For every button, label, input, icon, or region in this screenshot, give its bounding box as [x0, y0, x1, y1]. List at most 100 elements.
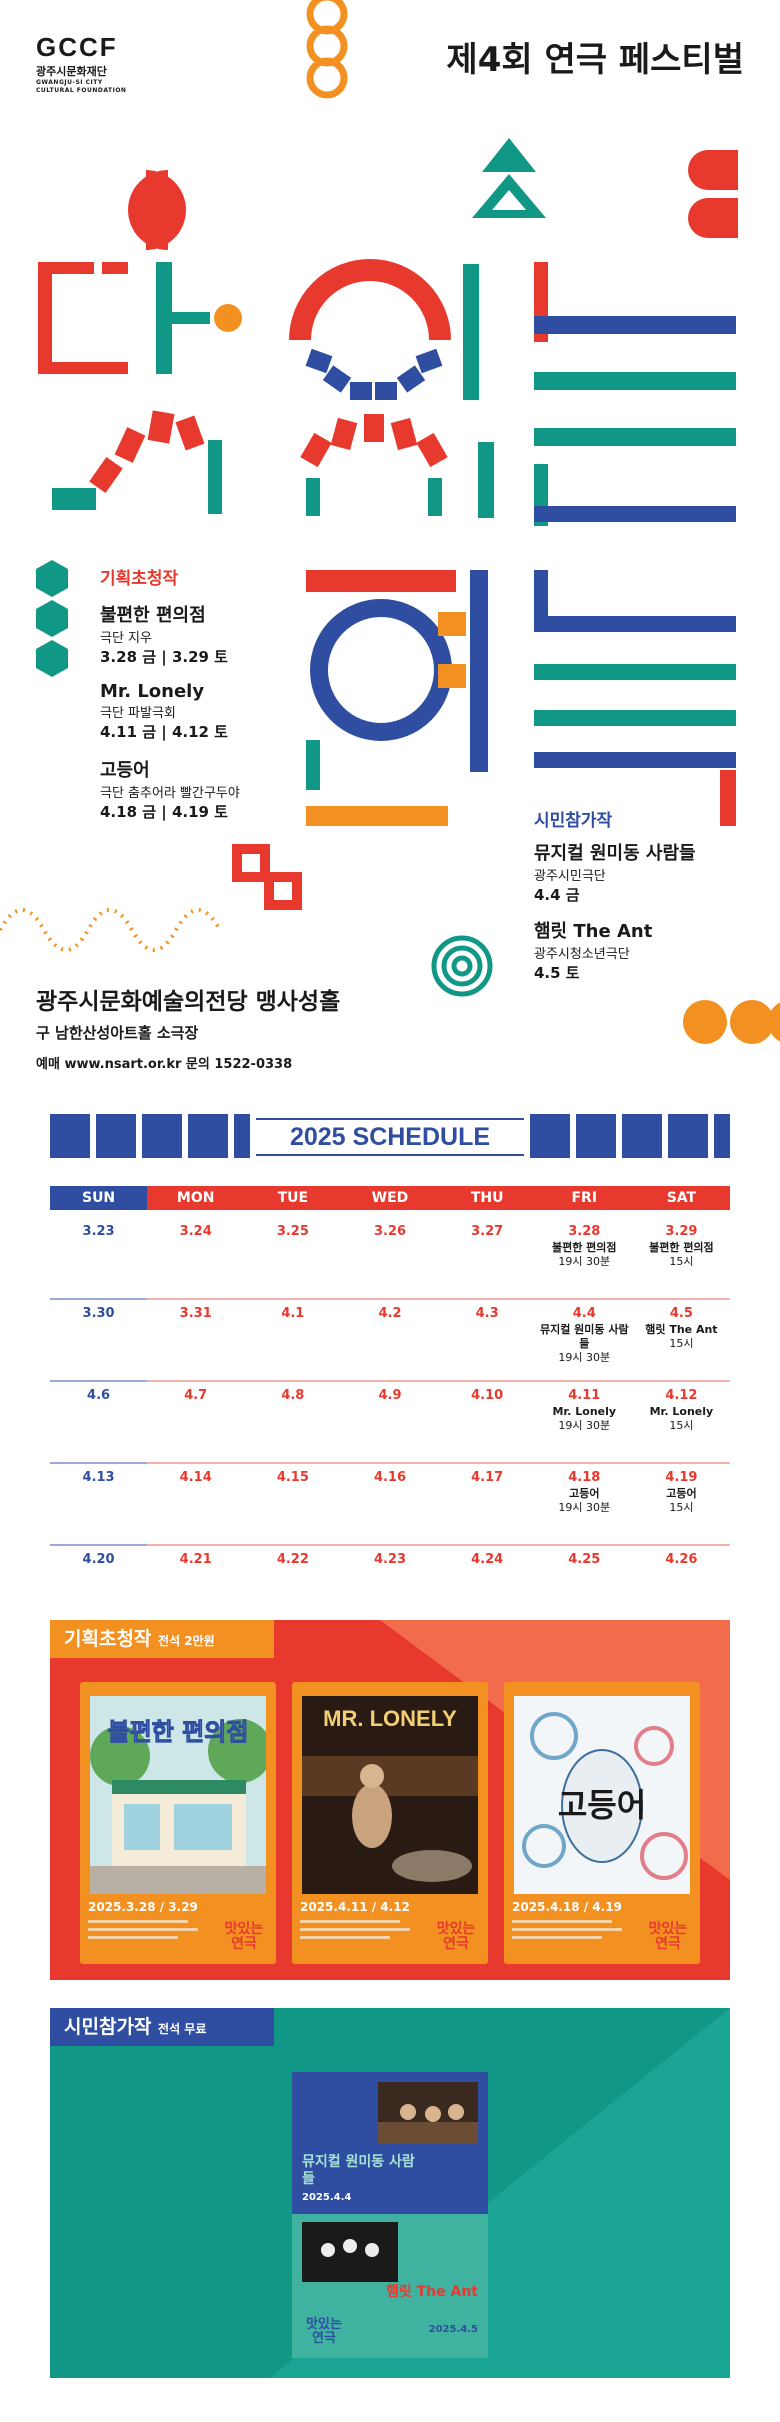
venue-sub: 구 남한산성아트홀 소극장: [36, 1024, 199, 1042]
calendar-day-cell: 4.4 뮤지컬 원미동 사람들 19시 30분: [535, 1298, 633, 1380]
poster-musical: 뮤지컬 원미동 사람들 2025.4.4: [292, 2072, 488, 2214]
poster-art: 고등어: [514, 1696, 690, 1894]
schedule-header: 2025 SCHEDULE: [50, 1114, 730, 1158]
calendar-date: 3.30: [82, 1306, 115, 1321]
calendar-event-title: 불편한 편의점: [649, 1241, 714, 1254]
poster-convenience-store[interactable]: 불편한 편의점 2025.3.28 / 3.29 맛있는 연극: [80, 1682, 276, 1964]
festival-title-artwork: [0, 0, 780, 1044]
poster-text-line: [88, 1920, 188, 1923]
calendar-date: 3.25: [276, 1224, 309, 1239]
poster-art-title: 고등어: [558, 1786, 646, 1824]
calendar-day-cell: 4.18 고등어 19시 30분: [535, 1462, 633, 1544]
calendar-day-cell: 4.1: [244, 1298, 342, 1380]
poster-text-line: [512, 1920, 612, 1923]
calendar-event-time: 15시: [669, 1419, 694, 1432]
show-title: 불편한 편의점: [100, 605, 206, 626]
calendar-day-cell: 3.26: [341, 1216, 438, 1298]
poster-text-line: [300, 1936, 390, 1939]
schedule-calendar: SUN MON TUE WED THU FRI SAT 3.23 3.24 3.25 3.26 3.…: [50, 1186, 730, 1626]
logo-en-line-1: GWANGJU-SI CITY: [36, 79, 103, 86]
poster-citizen-combined[interactable]: 뮤지컬 원미동 사람들 2025.4.4 햄릿 The Ant 2025.4.5…: [292, 2072, 488, 2358]
teal-hexagons: [36, 560, 68, 677]
show-title: 고등어: [100, 760, 150, 781]
calendar-date: 4.1: [281, 1306, 305, 1321]
page-title: 제4회 연극 페스티벌: [446, 40, 744, 80]
poster-mackerel[interactable]: 고등어 2025.4.18 / 4.19 맛있는 연극: [504, 1682, 700, 1964]
calendar-day-cell: 3.24: [147, 1216, 244, 1298]
poster-date: 2025.4.5: [428, 2324, 478, 2335]
logo-name: 광주시문화재단: [36, 65, 107, 78]
calendar-day-headers: SUN MON TUE WED THU FRI SAT: [50, 1186, 730, 1210]
show-title: Mr. Lonely: [100, 681, 205, 702]
calendar-date: 3.29: [665, 1224, 698, 1239]
calendar-day-cell: 3.28 불편한 편의점 19시 30분: [536, 1216, 633, 1298]
calendar-day-cell: 4.8: [244, 1380, 342, 1462]
calendar-date: 4.18: [568, 1470, 601, 1485]
red-square-pieces: [232, 844, 302, 910]
calendar-event-time: 19시 30분: [558, 1351, 611, 1364]
glyph-middle: [289, 259, 494, 518]
poster-title: 뮤지컬 원미동 사람들: [302, 2154, 415, 2187]
teal-triangles: [472, 138, 546, 218]
calendar-day-cell: 4.6: [50, 1380, 148, 1462]
show-troupe: 극단 파발극회: [100, 706, 176, 721]
calendar-day-cell: 4.10: [438, 1380, 536, 1462]
poster-text-line: [88, 1928, 198, 1931]
poster-date: 2025.4.11 / 4.12: [300, 1900, 410, 1914]
poster-art: MR. LONELY: [302, 1696, 478, 1894]
calendar-date: 4.16: [373, 1470, 407, 1485]
poster-mr-lonely[interactable]: MR. LONELY 2025.4.11 / 4.12 맛있는 연극: [292, 1682, 488, 1964]
foundation-logo: GCCF 광주시문화재단 GWANGJU-SI CITY CULTURAL FO…: [36, 32, 126, 95]
poster-date: 2025.3.28 / 3.29: [88, 1900, 198, 1914]
poster-art-title: MR. LONELY: [323, 1706, 457, 1731]
calendar-date: 4.6: [87, 1388, 111, 1403]
calendar-day-cell: 4.3: [438, 1298, 536, 1380]
calendar-date: 4.5: [669, 1306, 693, 1321]
calendar-event-title: 햄릿 The Ant: [645, 1323, 718, 1336]
show-troupe: 극단 춤추어라 빨간구두야: [100, 786, 240, 801]
calendar-day-cell: 3.25: [244, 1216, 341, 1298]
show-dates: 4.4 금: [534, 886, 580, 904]
calendar-date: 3.26: [373, 1224, 407, 1239]
show-title: 햄릿 The Ant: [534, 921, 653, 942]
schedule-blocks-left: [50, 1114, 250, 1162]
logo-en-line-2: CULTURAL FOUNDATION: [36, 87, 127, 94]
calendar-date: 3.24: [179, 1224, 212, 1239]
calendar-weeks: 3.23 3.24 3.25 3.26 3.27 3.28 불편한 편의점 19시 30분 3.…: [50, 1216, 730, 1626]
citizen-show-1: 뮤지컬 원미동 사람들 광주시민극단 4.4 금: [534, 839, 696, 905]
poster-art: 불편한 편의점: [90, 1696, 266, 1894]
calendar-date: 4.12: [665, 1388, 698, 1403]
calendar-day-cell: 4.7: [147, 1380, 245, 1462]
calendar-date: 4.7: [184, 1388, 208, 1403]
calendar-event-title: 뮤지컬 원미동 사람들: [539, 1323, 629, 1350]
poster-hamlet: 햄릿 The Ant 2025.4.5 맛있는 연극: [292, 2214, 488, 2358]
teal-target: [431, 935, 493, 997]
poster-festival-mark: 맛있는 연극: [436, 1921, 476, 1952]
poster-festival-mark: 맛있는 연극: [648, 1921, 688, 1952]
calendar-day-cell: 4.24: [438, 1544, 536, 1626]
orange-circles-right: [683, 1000, 780, 1044]
calendar-day-cell: 4.25: [535, 1544, 633, 1626]
calendar-date: 4.26: [665, 1552, 698, 1567]
calendar-event-time: 19시 30분: [558, 1419, 611, 1432]
calendar-week-row: 3.23 3.24 3.25 3.26 3.27 3.28 불편한 편의점 19시 30분 3.…: [50, 1216, 730, 1298]
calendar-event-title: 고등어: [569, 1487, 600, 1500]
invited-show-2: Mr. Lonely 극단 파발극회 4.11 금 | 4.12 토: [100, 681, 240, 742]
calendar-day-cell: 4.2: [341, 1298, 439, 1380]
calendar-week-row: 4.20 4.21 4.22 4.23 4.24 4.25 4.26: [50, 1544, 730, 1626]
calendar-day-cell: 4.19 고등어 15시: [632, 1462, 730, 1544]
invited-show-3: 고등어 극단 춤추어라 빨간구두야 4.18 금 | 4.19 토: [100, 756, 240, 822]
show-dates: 4.11 금 | 4.12 토: [100, 723, 228, 741]
calendar-day-cell: 4.15: [244, 1462, 342, 1544]
calendar-event-title: 고등어: [666, 1487, 697, 1500]
calendar-date: 4.13: [82, 1470, 115, 1485]
calendar-week-row: 4.13 4.14 4.15 4.16 4.17 4.18 고등어 19시 30분 4.19 고등…: [50, 1462, 730, 1544]
invited-posters-panel: 기획초청작 전석 2만원 불편한 편의점 2025.3.28 / 3.29 맛있…: [50, 1620, 730, 1980]
calendar-day-cell: 4.21: [147, 1544, 245, 1626]
calendar-day-cell: 3.23: [50, 1216, 147, 1298]
calendar-date: 4.15: [276, 1470, 309, 1485]
calendar-day-cell: 4.12 Mr. Lonely 15시: [632, 1380, 730, 1462]
venue-name: 광주시문화예술의전당 맹사성홀: [36, 989, 341, 1015]
calendar-date: 3.31: [179, 1306, 212, 1321]
citizen-panel-label: 시민참가작 전석 무료: [50, 2008, 274, 2046]
